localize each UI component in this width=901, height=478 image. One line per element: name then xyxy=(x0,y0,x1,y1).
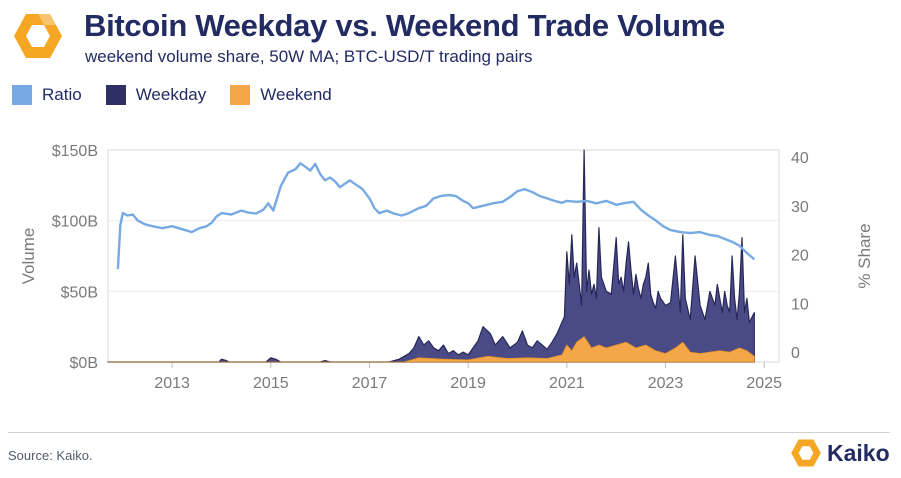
y-right-tick-label: 30 xyxy=(791,199,809,216)
legend-swatch-ratio xyxy=(12,85,32,105)
brand-logo: Kaiko xyxy=(790,437,890,469)
legend-swatch-weekend xyxy=(230,85,251,105)
y-axis-title: Volume xyxy=(19,228,38,285)
y-tick-label: $0B xyxy=(70,355,98,372)
x-tick-label: 2015 xyxy=(253,375,289,392)
x-tick-label: 2025 xyxy=(746,375,782,392)
chart-legend: Ratio Weekday Weekend xyxy=(12,84,356,106)
y-right-tick-label: 10 xyxy=(791,296,809,313)
legend-item-ratio: Ratio xyxy=(12,85,82,105)
legend-item-weekend: Weekend xyxy=(230,85,332,105)
y-tick-label: $150B xyxy=(52,143,98,160)
brand-name: Kaiko xyxy=(827,439,890,466)
kaiko-logo-icon xyxy=(14,14,62,58)
x-tick-label: 2019 xyxy=(450,375,486,392)
y-tick-label: $100B xyxy=(52,214,98,231)
footer-divider xyxy=(8,432,890,433)
x-tick-label: 2013 xyxy=(154,375,190,392)
kaiko-brand-icon xyxy=(791,439,821,467)
y-right-tick-label: 40 xyxy=(791,150,809,167)
chart-title: Bitcoin Weekday vs. Weekend Trade Volume xyxy=(84,8,725,43)
y-tick-label: $50B xyxy=(61,284,98,301)
y-right-axis-title: % Share xyxy=(855,223,874,288)
legend-swatch-weekday xyxy=(105,85,126,105)
chart-plot: $0B $50B $100B $150B 0 10 20 30 40 2013 2015 2017 20… xyxy=(19,143,874,392)
chart-subtitle: weekend volume share, 50W MA; BTC-USD/T … xyxy=(85,47,533,66)
series-weekday-area xyxy=(107,149,755,363)
series-weekend-area xyxy=(108,336,755,363)
legend-label-weekend: Weekend xyxy=(260,85,332,104)
x-tick-label: 2021 xyxy=(549,375,585,392)
y-right-tick-label: 20 xyxy=(791,248,809,265)
legend-label-ratio: Ratio xyxy=(42,85,82,104)
x-tick-label: 2023 xyxy=(648,375,684,392)
x-tick-label: 2017 xyxy=(352,375,388,392)
y-right-tick-label: 0 xyxy=(791,345,800,362)
series-ratio-line xyxy=(116,162,756,270)
legend-label-weekday: Weekday xyxy=(135,85,207,104)
legend-item-weekday: Weekday xyxy=(105,85,207,105)
source-note: Source: Kaiko. xyxy=(8,448,93,463)
